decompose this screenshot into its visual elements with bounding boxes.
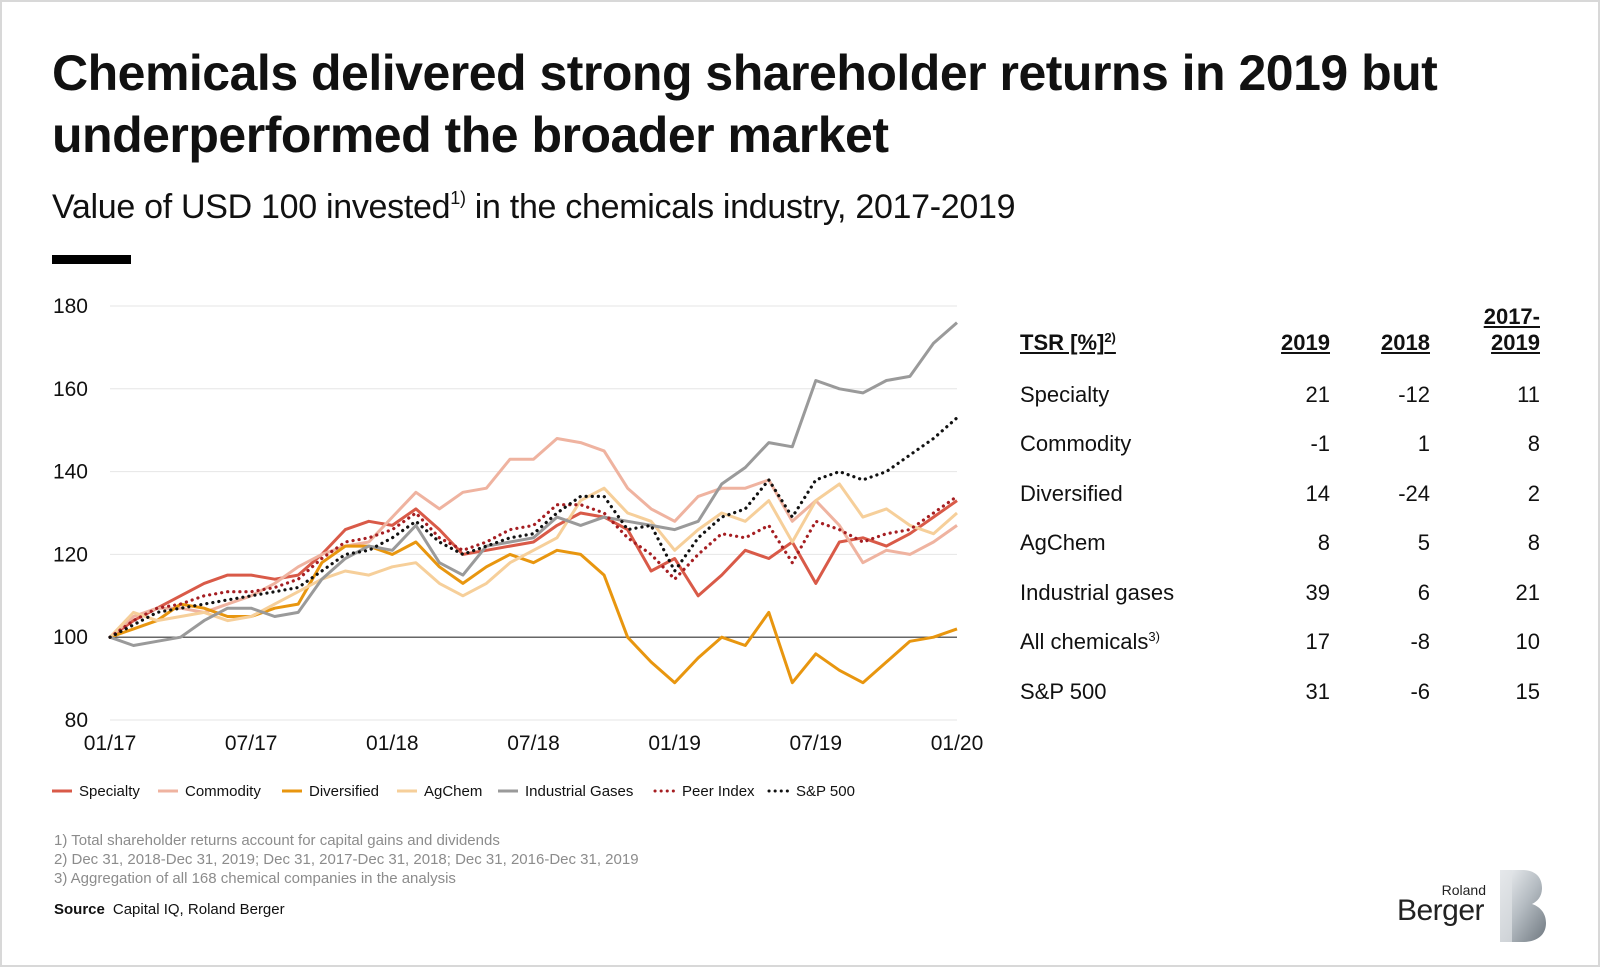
y-tick-label: 80 — [65, 709, 88, 732]
tsr-cell-2018: -12 — [1398, 381, 1430, 407]
chart-subtitle: Value of USD 100 invested1) in the chemi… — [52, 186, 1016, 228]
series-line-peer-index — [108, 494, 959, 639]
tsr-table-body: Specialty 21 -12 11 Commodity -1 1 8 Diversified… — [1020, 370, 1540, 717]
tsr-cell-label: Commodity — [1020, 431, 1132, 457]
tsr-header-2019: 2019 — [1281, 330, 1330, 355]
legend-label: Industrial Gases — [525, 783, 633, 800]
tsr-cell-2019: 17 — [1305, 629, 1330, 655]
footnote-1: 1) Total shareholder returns account for… — [54, 832, 500, 849]
legend-label: S&P 500 — [796, 783, 855, 800]
tsr-cell-2019: 21 — [1305, 381, 1330, 407]
x-tick-label: 01/20 — [931, 732, 984, 755]
subtitle-text-end: in the chemicals industry, 2017-2019 — [465, 188, 1016, 226]
tsr-cell-label: Diversified — [1020, 480, 1123, 506]
x-tick-label: 07/18 — [507, 732, 560, 755]
x-tick-label: 07/19 — [790, 732, 843, 755]
chart-series — [108, 321, 959, 685]
page-title: Chemicals delivered strong shareholder r… — [52, 45, 1438, 163]
series-line-diversified — [109, 540, 958, 685]
tsr-cell-2017-2019: 2 — [1527, 480, 1540, 506]
y-axis: 80 100 120 140 160 180 — [53, 295, 88, 732]
source-label: Source — [54, 901, 105, 918]
series-line-specialty — [109, 499, 958, 639]
tsr-cell-label: Industrial gases — [1020, 579, 1175, 605]
chart-legend: Specialty Commodity Diversified AgChem Indus… — [52, 783, 855, 800]
subtitle-footnote-marker: 1) — [450, 188, 466, 208]
footnotes: 1) Total shareholder returns account for… — [54, 831, 639, 888]
tsr-cell-2019: -1 — [1310, 431, 1330, 457]
roland-berger-logo: Roland Berger — [1396, 870, 1548, 942]
tsr-row: Industrial gases 39 6 21 — [1020, 568, 1540, 618]
tsr-cell-label: S&P 500 — [1020, 678, 1107, 704]
y-tick-label: 120 — [53, 543, 88, 566]
legend-label: Peer Index — [682, 783, 755, 800]
logo-word-berger: Berger — [1396, 894, 1485, 927]
y-tick-label: 160 — [53, 378, 88, 401]
tsr-table: TSR [%]2) 2019 2018 2017- 2019 Specialty 2… — [1020, 304, 1540, 717]
source-line: Source Capital IQ, Roland Berger — [54, 901, 285, 918]
x-tick-label: 07/17 — [225, 732, 278, 755]
tsr-cell-2017-2019: 10 — [1515, 629, 1540, 655]
tsr-header-label: TSR [%]2) — [1020, 330, 1116, 355]
x-tick-label: 01/18 — [366, 732, 419, 755]
series-line-industrial-gases — [109, 321, 958, 647]
tsr-cell-2018: -24 — [1398, 480, 1430, 506]
tsr-cell-2019: 8 — [1317, 530, 1330, 556]
source-text: Capital IQ, Roland Berger — [112, 901, 285, 918]
title-accent-bar — [52, 255, 131, 264]
tsr-cell-2018: -8 — [1410, 629, 1430, 655]
subtitle-text: Value of USD 100 invested — [52, 188, 451, 226]
tsr-cell-2017-2019: 11 — [1517, 381, 1540, 407]
tsr-cell-2018: 1 — [1417, 431, 1430, 457]
y-tick-label: 140 — [53, 461, 88, 484]
tsr-cell-2017-2019: 8 — [1527, 431, 1540, 457]
tsr-cell-label: Specialty — [1020, 381, 1110, 407]
legend-label: Commodity — [185, 783, 261, 800]
x-tick-label: 01/17 — [84, 732, 137, 755]
tsr-cell-2019: 39 — [1305, 579, 1330, 605]
series-line-agchem — [108, 482, 958, 639]
tsr-row: Commodity -1 1 8 — [1020, 420, 1540, 470]
tsr-footnote-marker: 3) — [1148, 629, 1160, 645]
legend-label: Diversified — [309, 783, 379, 800]
tsr-header-2018: 2018 — [1381, 330, 1430, 355]
tsr-cell-2017-2019: 8 — [1527, 530, 1540, 556]
tsr-cell-2019: 14 — [1305, 480, 1330, 506]
logo-word-roland: Roland — [1441, 882, 1486, 898]
y-tick-label: 100 — [53, 626, 88, 649]
x-axis: 01/17 07/17 01/18 07/18 01/19 07/19 01/20 — [84, 732, 984, 755]
x-tick-label: 01/19 — [648, 732, 701, 755]
tsr-cell-2019: 31 — [1305, 678, 1330, 704]
tsr-row: S&P 500 31 -6 15 — [1020, 667, 1540, 717]
tsr-cell-2017-2019: 21 — [1515, 579, 1540, 605]
tsr-row: All chemicals3) 17 -8 10 — [1020, 618, 1540, 668]
tsr-row: Specialty 21 -12 11 — [1020, 370, 1540, 420]
logo-b-mark-icon — [1500, 870, 1546, 942]
tsr-cell-2018: 6 — [1417, 579, 1430, 605]
tsr-cell-label: All chemicals3) — [1020, 629, 1160, 655]
tsr-header-row: TSR [%]2) 2019 2018 2017- 2019 — [1020, 304, 1540, 370]
legend-label: AgChem — [424, 783, 482, 800]
series-line-s-p-500 — [108, 416, 959, 639]
legend-label: Specialty — [79, 783, 140, 800]
tsr-cell-2018: 5 — [1417, 530, 1430, 556]
tsr-row: AgChem 8 5 8 — [1020, 519, 1540, 569]
tsr-header-2017-2019: 2017- 2019 — [1483, 304, 1540, 355]
y-tick-label: 180 — [53, 295, 88, 318]
footnote-3: 3) Aggregation of all 168 chemical compa… — [54, 870, 456, 887]
tsr-cell-label: AgChem — [1020, 530, 1106, 556]
tsr-row: Diversified 14 -24 2 — [1020, 469, 1540, 519]
footnote-2: 2) Dec 31, 2018-Dec 31, 2019; Dec 31, 20… — [54, 851, 639, 868]
tsr-cell-2017-2019: 15 — [1515, 678, 1540, 704]
chart-grid — [110, 305, 957, 721]
tsr-cell-2018: -6 — [1410, 678, 1430, 704]
